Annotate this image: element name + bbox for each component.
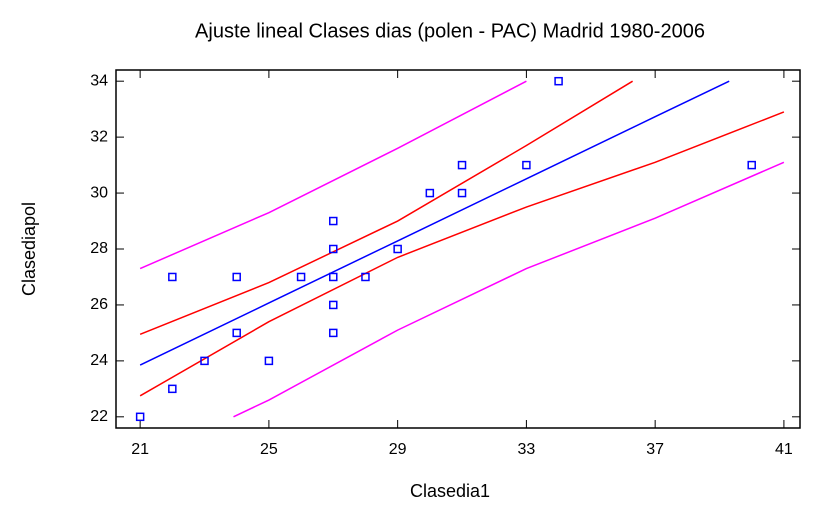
data-point bbox=[329, 328, 338, 338]
data-point bbox=[554, 76, 563, 86]
y-tick-label: 30 bbox=[90, 184, 108, 201]
data-point bbox=[747, 160, 756, 170]
x-tick-label: 29 bbox=[389, 441, 407, 458]
data-point bbox=[457, 188, 467, 198]
y-axis-label: Clasediapol bbox=[19, 202, 39, 296]
x-axis-label: Clasedia1 bbox=[410, 481, 490, 501]
data-point bbox=[264, 356, 274, 366]
y-tick-label: 32 bbox=[90, 128, 108, 145]
data-point bbox=[425, 188, 435, 198]
plot-frame bbox=[115, 69, 801, 429]
data-point bbox=[457, 160, 467, 170]
data-point bbox=[522, 160, 531, 170]
x-tick-label: 41 bbox=[775, 441, 793, 458]
y-tick-label: 34 bbox=[90, 72, 108, 89]
x-tick-label: 25 bbox=[260, 441, 278, 458]
data-point bbox=[296, 272, 306, 282]
data-point bbox=[361, 272, 370, 282]
data-point bbox=[329, 300, 338, 310]
y-tick-label: 26 bbox=[90, 296, 108, 313]
y-tick-label: 22 bbox=[90, 408, 108, 425]
x-tick-label: 37 bbox=[646, 441, 664, 458]
data-point bbox=[168, 384, 177, 394]
data-point bbox=[135, 412, 145, 422]
fit-line bbox=[139, 80, 634, 336]
data-point bbox=[329, 244, 338, 254]
fit-line bbox=[139, 80, 730, 366]
data-point bbox=[168, 272, 177, 282]
fit-line bbox=[139, 111, 785, 397]
y-tick-label: 28 bbox=[90, 240, 108, 257]
y-tick-label: 24 bbox=[90, 352, 108, 369]
data-point bbox=[232, 328, 241, 338]
x-tick-label: 21 bbox=[131, 441, 149, 458]
fit-line bbox=[233, 161, 785, 418]
chart-title: Ajuste lineal Clases dias (polen - PAC) … bbox=[195, 20, 705, 42]
data-point bbox=[232, 272, 241, 282]
data-point bbox=[200, 356, 209, 366]
data-point bbox=[393, 244, 402, 254]
fit-line bbox=[139, 80, 527, 270]
data-point bbox=[329, 272, 338, 282]
x-tick-label: 33 bbox=[518, 441, 536, 458]
data-point bbox=[329, 216, 338, 226]
